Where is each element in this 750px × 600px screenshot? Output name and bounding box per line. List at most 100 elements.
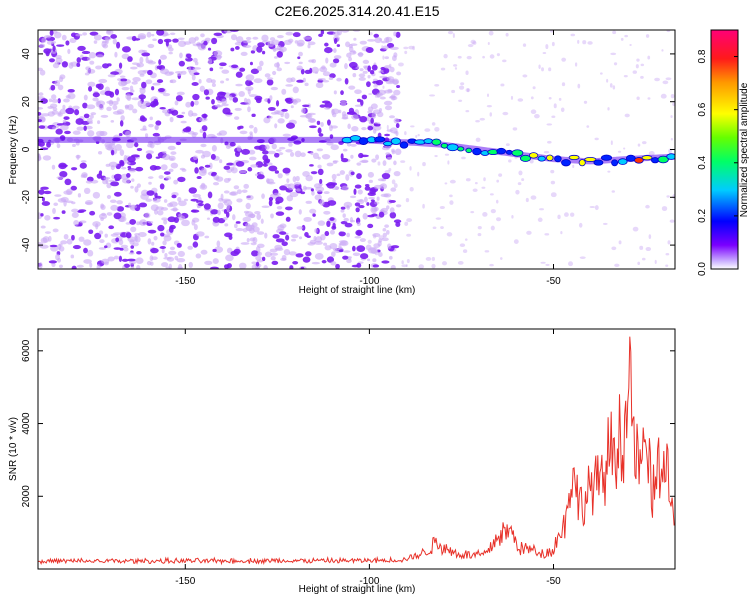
spectrogram-cell	[64, 178, 72, 186]
spectrogram-cell	[256, 259, 264, 263]
spectrogram-cell	[632, 226, 639, 232]
spectrogram-cell	[229, 141, 236, 147]
signal-trace-blob	[496, 147, 507, 155]
spectrogram-cell	[127, 156, 136, 163]
spectrogram-cell	[196, 41, 202, 48]
spectrogram-cell	[51, 99, 59, 103]
signal-trace-blob	[505, 149, 513, 155]
spectrogram-cell	[245, 223, 251, 227]
spectrogram-cell	[500, 83, 505, 87]
spectrogram-cell	[641, 141, 647, 145]
spectrogram-cell	[203, 203, 211, 210]
spectrogram-cell	[359, 253, 369, 260]
spectrogram-cell	[177, 176, 186, 183]
spectrogram-cell	[282, 167, 291, 174]
spectrogram-cell	[212, 216, 220, 223]
spectrogram-cell	[38, 112, 42, 116]
spectrogram-cell	[135, 166, 144, 172]
spectrogram-cell	[307, 41, 316, 46]
spectrogram-cell	[278, 146, 286, 150]
spectrogram-cell	[321, 154, 331, 160]
spectrogram-cell	[145, 79, 153, 85]
spectrogram-cell	[386, 205, 390, 210]
spectrogram-cell	[432, 226, 437, 230]
spectrogram-cell	[209, 67, 214, 72]
spectrogram-cell	[245, 74, 255, 81]
figure-title: C2E6.2025.314.20.41.E15	[274, 3, 439, 19]
spectrogram-cell	[232, 214, 236, 221]
spectrogram-cell	[247, 88, 251, 95]
spectrogram-cell	[331, 173, 337, 180]
spectrogram-cell	[560, 230, 563, 235]
spectrogram-cell	[191, 217, 200, 223]
spectrogram-cell	[159, 183, 165, 190]
spectrogram-cell	[667, 240, 671, 245]
spectrogram-cell	[613, 62, 618, 66]
spectrogram-cell	[340, 220, 348, 225]
spectrogram-cell	[106, 182, 112, 189]
spectrogram-cell	[261, 256, 266, 262]
spectrogram-cell	[381, 260, 390, 264]
spectrogram-cell	[331, 108, 335, 116]
spectrogram-cell	[203, 89, 210, 96]
spectrogram-cell	[160, 164, 168, 171]
spectrogram-cell	[315, 82, 324, 89]
spectrogram-cell	[375, 79, 384, 86]
spectrogram-cell	[56, 143, 61, 149]
spectrogram-cell	[326, 181, 336, 189]
colorbar-scale	[710, 29, 739, 270]
spectrogram-cell	[125, 105, 129, 110]
spectrogram-cell	[645, 34, 650, 38]
spectrogram-cell	[102, 63, 110, 69]
spectrogram-cell	[393, 160, 397, 166]
spectrogram-cell	[470, 39, 476, 45]
spectrogram-cell	[132, 108, 138, 114]
spectrogram-cell	[194, 167, 199, 174]
spectrogram-cell	[88, 121, 93, 125]
spectrogram-cell	[367, 125, 374, 131]
spectrogram-cell	[389, 211, 397, 219]
spectrogram-cell	[326, 162, 334, 167]
spectrogram-cell	[220, 80, 225, 84]
snr-y-label: SNR (10 * v/v)	[8, 417, 19, 481]
spectrogram-cell	[72, 105, 80, 110]
spectrogram-cell	[639, 245, 644, 250]
spectrogram-cell	[104, 233, 108, 238]
signal-trace-blob	[641, 155, 653, 161]
spectrogram-cell	[256, 45, 263, 53]
spectrogram-cell	[174, 100, 179, 106]
spectrogram-cell	[406, 258, 410, 264]
spectrogram-cell	[242, 44, 252, 48]
spectrogram-cell	[158, 59, 162, 65]
spectrogram-cell	[195, 149, 204, 154]
spectrogram-cell	[88, 86, 93, 92]
spectrogram-cell	[379, 75, 388, 79]
spectrogram-cell	[234, 116, 240, 120]
spectrogram-cell	[225, 211, 230, 218]
signal-trace-blob	[578, 159, 586, 167]
spectrogram-cell	[134, 186, 139, 193]
spectrogram-cell	[279, 223, 287, 229]
spectrogram-cell	[356, 173, 362, 180]
spectrogram-cell	[92, 191, 101, 199]
spectrogram-cell	[263, 264, 268, 269]
spectrogram-cell	[324, 42, 329, 47]
spectrogram-cell	[230, 47, 235, 52]
spectrogram-cell	[454, 67, 458, 70]
spectrogram-cell	[191, 74, 196, 81]
spectrogram-cell	[324, 231, 330, 237]
spectrogram-cell	[370, 199, 375, 202]
spectrogram-cell	[364, 186, 371, 191]
spectrogram-cell	[116, 41, 121, 49]
spectrogram-cell	[540, 261, 546, 264]
spectrogram-cell	[384, 224, 390, 228]
spectrogram-cell	[564, 212, 569, 217]
spectrogram-cell	[332, 248, 338, 252]
spectrogram-cell	[71, 167, 78, 171]
spectrogram-cell	[52, 63, 60, 69]
spectrogram-cell	[276, 34, 284, 39]
spectrogram-cell	[510, 95, 514, 100]
spectrogram-cell	[505, 32, 509, 37]
spectrogram-cell	[292, 176, 297, 183]
spectrogram-cell	[172, 38, 179, 43]
